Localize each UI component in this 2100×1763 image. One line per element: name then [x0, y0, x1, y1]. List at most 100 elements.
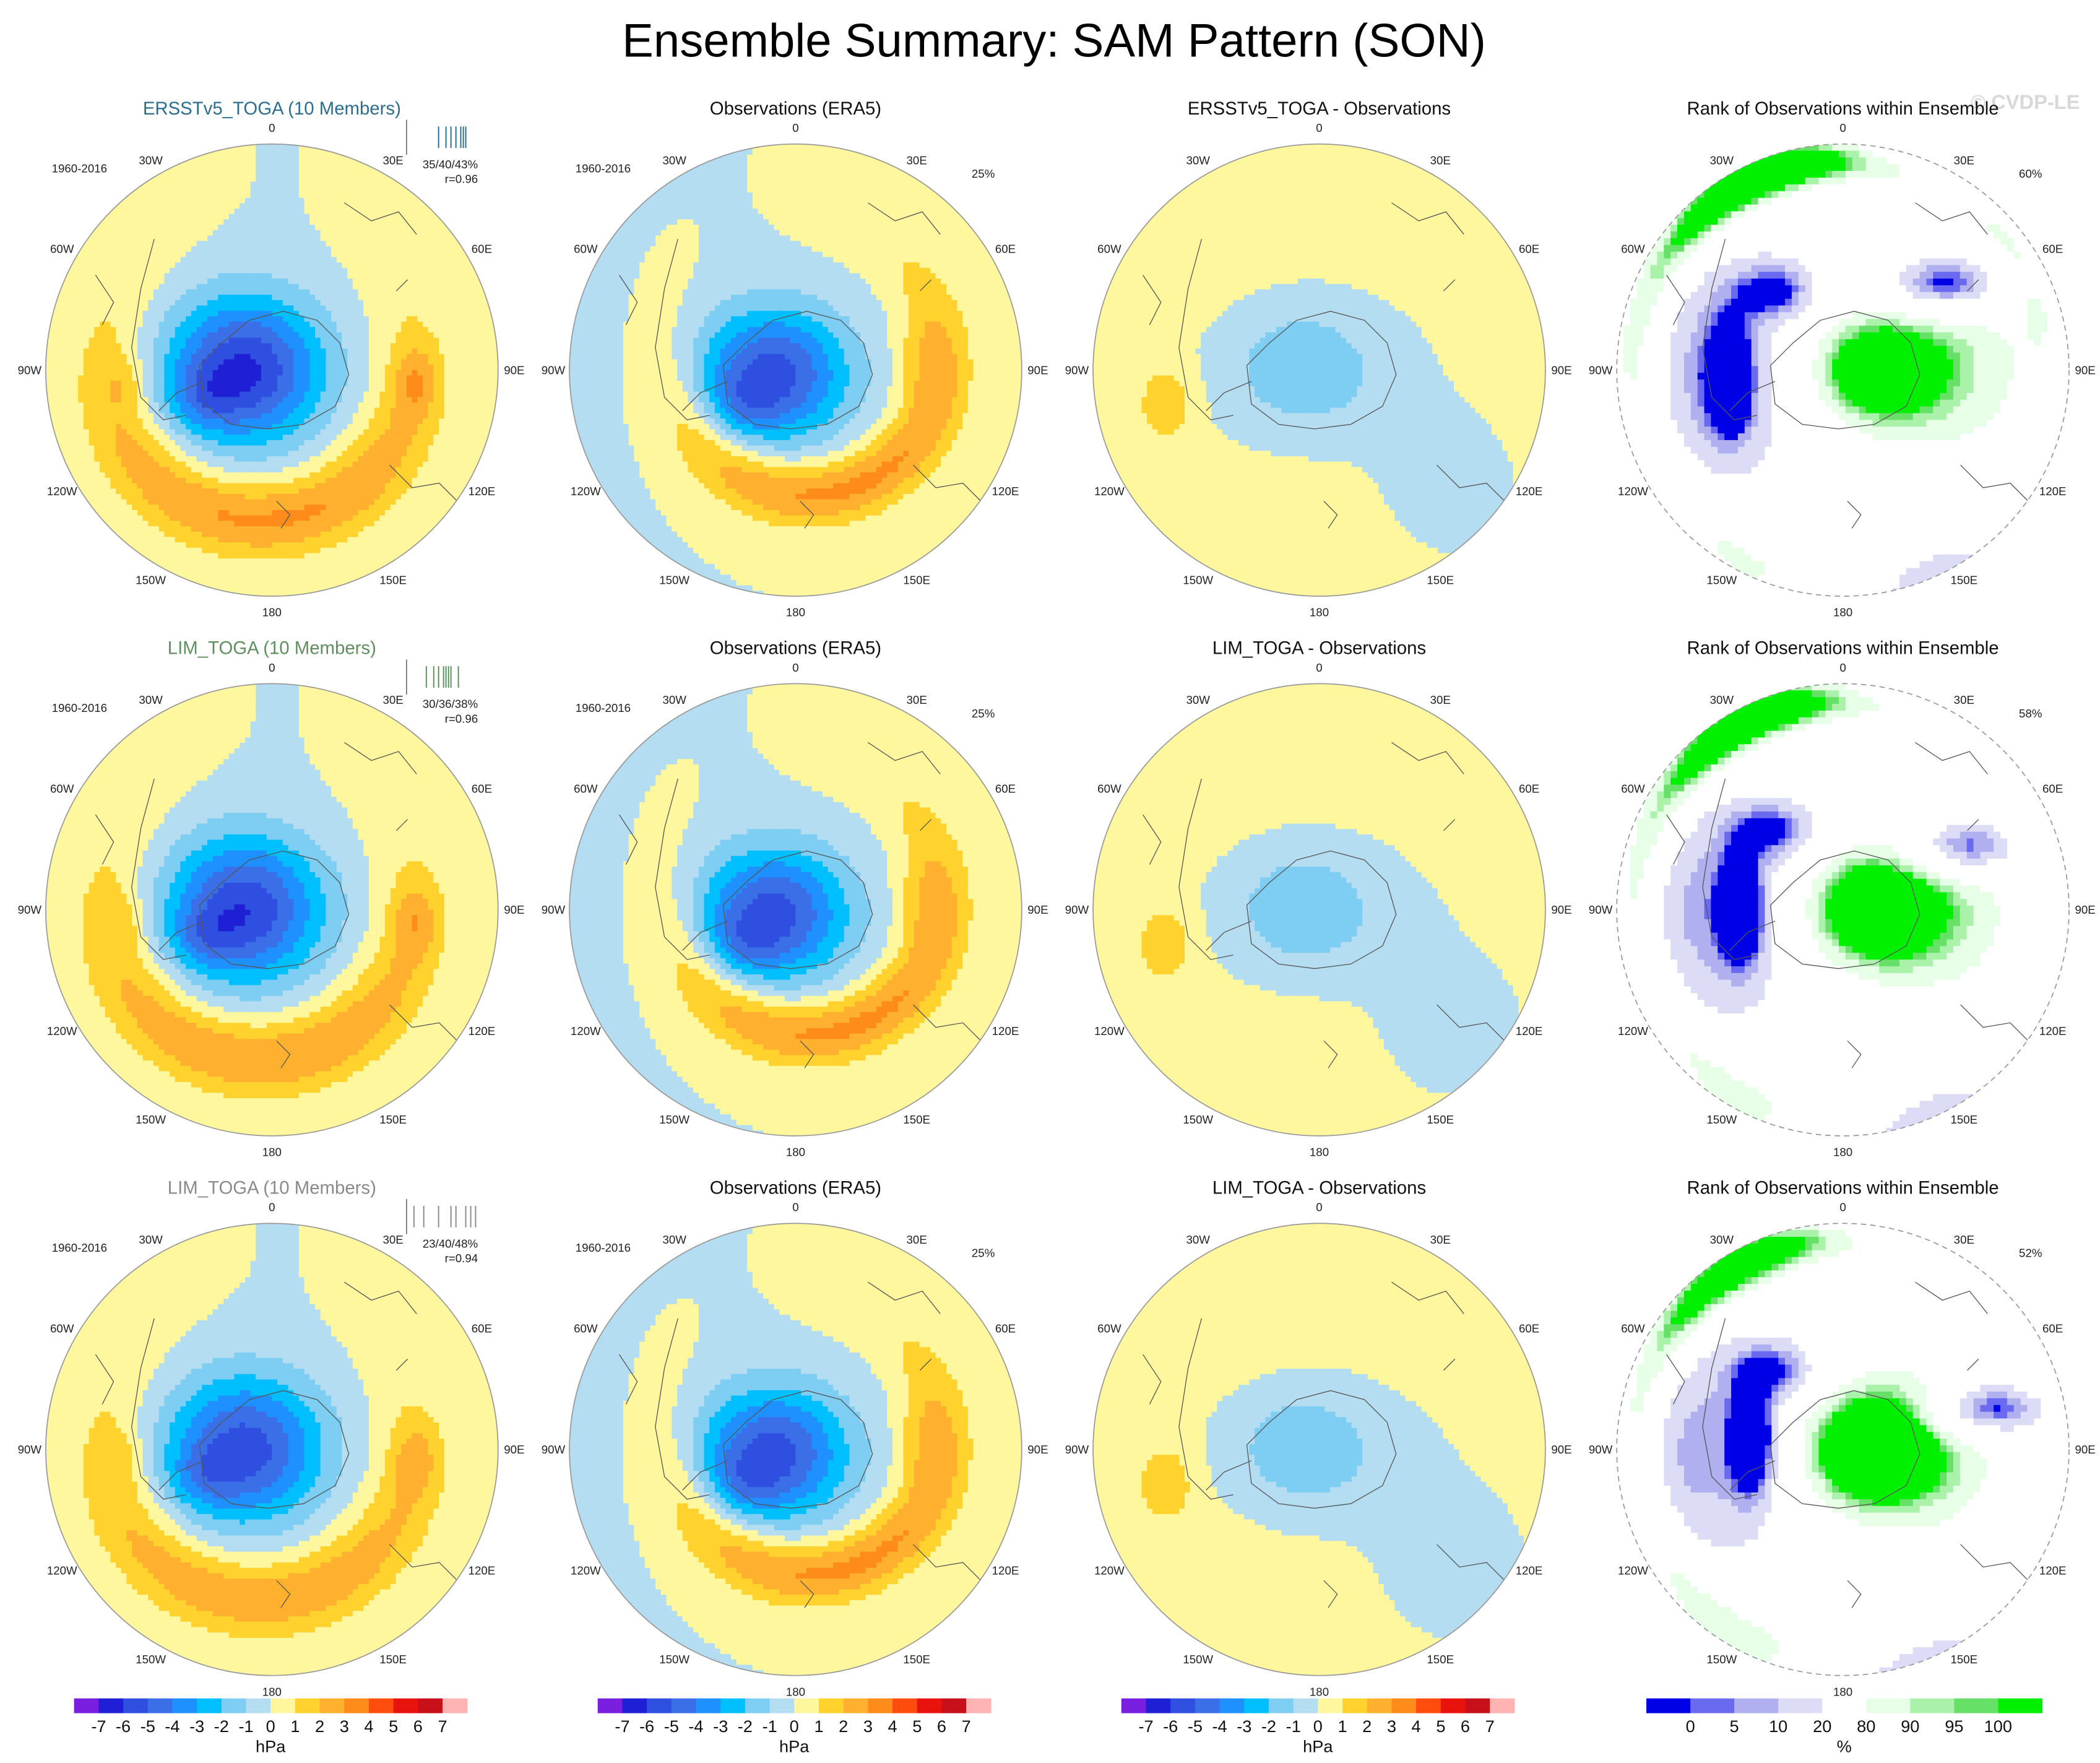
- longitude-label: 0: [792, 1201, 798, 1214]
- colorbar-swatch: [868, 1699, 892, 1713]
- longitude-label: 120E: [1516, 485, 1543, 498]
- colorbar-tick-label: 6: [937, 1717, 946, 1736]
- longitude-label: 30E: [907, 154, 927, 167]
- colorbar-tick-label: -5: [140, 1717, 155, 1736]
- map-panel-r3-c1: 030E60E90E120E150E180150W120W90W60W30WLI…: [18, 1177, 525, 1698]
- colorbar-swatch: [123, 1699, 148, 1713]
- map-panel-r1-c2: 030E60E90E120E150E180150W120W90W60W30WOb…: [542, 98, 1048, 619]
- longitude-label: 30E: [907, 1233, 927, 1246]
- figure-title: Ensemble Summary: SAM Pattern (SON): [622, 14, 1486, 67]
- longitude-label: 120W: [1094, 1024, 1125, 1037]
- colorbar-tick-label: 0: [790, 1717, 799, 1736]
- panel-title: Observations (ERA5): [710, 98, 881, 119]
- panel-grid: 030E60E90E120E150E180150W120W90W60W30WER…: [18, 98, 2096, 1698]
- colorbar-tick-label: -5: [664, 1717, 679, 1736]
- panel-title: Rank of Observations within Ensemble: [1687, 638, 1999, 659]
- longitude-label: 60W: [574, 782, 598, 795]
- colorbar-tick-label: -7: [1138, 1717, 1153, 1736]
- colorbar-swatch: [1318, 1699, 1342, 1713]
- period-label: 1960-2016: [52, 701, 107, 714]
- panel-title: LIM_TOGA - Observations: [1212, 1177, 1426, 1198]
- longitude-label: 180: [1310, 1146, 1329, 1159]
- longitude-label: 120W: [47, 1564, 77, 1577]
- colorbar-swatch: [148, 1699, 173, 1713]
- longitude-label: 90W: [542, 1443, 566, 1456]
- colorbar-tick-label: 3: [340, 1717, 349, 1736]
- colorbar-swatch: [74, 1699, 99, 1713]
- colorbar-tick-label: 6: [413, 1717, 423, 1736]
- colorbar-swatch: [1646, 1699, 1691, 1713]
- colorbar-swatch: [696, 1699, 720, 1713]
- period-label: 1960-2016: [576, 162, 631, 175]
- colorbar-unit-label: %: [1837, 1737, 1852, 1756]
- longitude-label: 150E: [379, 573, 407, 586]
- longitude-label: 30W: [1710, 693, 1734, 706]
- colorbar-swatch: [1220, 1699, 1245, 1713]
- longitude-label: 120E: [1516, 1024, 1543, 1037]
- explained-variance-label: 25%: [972, 167, 995, 180]
- colorbar-swatch: [720, 1699, 745, 1713]
- colorbar-unit-label: hPa: [256, 1737, 286, 1756]
- longitude-label: 60E: [995, 782, 1016, 795]
- colorbar-tick-label: 3: [1387, 1717, 1396, 1736]
- longitude-label: 180: [262, 606, 282, 619]
- longitude-label: 150E: [1950, 1653, 1977, 1666]
- map-field: [1093, 1223, 1546, 1676]
- colorbar-tick-label: -5: [1188, 1717, 1203, 1736]
- map-field: [569, 144, 1022, 597]
- longitude-label: 0: [1839, 121, 1846, 134]
- colorbar-swatch: [394, 1699, 418, 1713]
- longitude-label: 180: [1310, 1685, 1329, 1698]
- map-panel-r1-c1: 030E60E90E120E150E180150W120W90W60W30WER…: [18, 98, 525, 619]
- explained-variance-label: 58%: [2019, 707, 2042, 720]
- longitude-label: 150W: [1183, 573, 1213, 586]
- colorbar-swatch: [1910, 1699, 1955, 1713]
- longitude-label: 120W: [1094, 1564, 1125, 1577]
- colorbar-tick-label: 4: [364, 1717, 373, 1736]
- panel-title: Observations (ERA5): [710, 638, 881, 659]
- map-field: [1617, 144, 2075, 602]
- colorbar-tick-label: 0: [1686, 1717, 1695, 1736]
- longitude-label: 120W: [571, 1024, 601, 1037]
- colorbar-tick-label: 4: [888, 1717, 897, 1736]
- longitude-label: 150E: [1427, 1113, 1454, 1126]
- colorbar-tick-label: -2: [1261, 1717, 1276, 1736]
- colorbar-tick-label: 7: [438, 1717, 447, 1736]
- longitude-label: 0: [269, 661, 275, 674]
- colorbar-tick-label: 95: [1945, 1717, 1963, 1736]
- colorbar-tick-label: -3: [189, 1717, 204, 1736]
- longitude-label: 30W: [662, 693, 686, 706]
- map-field: [1093, 144, 1546, 597]
- longitude-label: 150W: [659, 1653, 689, 1666]
- longitude-label: 150W: [136, 1653, 166, 1666]
- longitude-label: 180: [262, 1685, 282, 1698]
- longitude-label: 180: [1833, 1685, 1852, 1698]
- longitude-label: 150E: [1427, 1653, 1454, 1666]
- longitude-label: 30E: [382, 1233, 403, 1246]
- longitude-label: 60W: [1097, 243, 1121, 256]
- longitude-label: 90W: [542, 903, 566, 916]
- map-field: [569, 1223, 1022, 1676]
- colorbar-tick-label: -1: [239, 1717, 254, 1736]
- colorbar-swatch: [197, 1699, 222, 1713]
- map-panel-r2-c2: 030E60E90E120E150E180150W120W90W60W30WOb…: [542, 638, 1048, 1159]
- colorbar-tick-label: 5: [1729, 1717, 1739, 1736]
- colorbar-swatch: [941, 1699, 966, 1713]
- longitude-label: 180: [786, 1685, 805, 1698]
- longitude-label: 180: [1310, 606, 1329, 619]
- colorbar-swatch: [1269, 1699, 1294, 1713]
- longitude-label: 150W: [1706, 573, 1737, 586]
- colorbar-swatch: [647, 1699, 672, 1713]
- longitude-label: 120W: [1618, 1024, 1648, 1037]
- panel-title: Rank of Observations within Ensemble: [1687, 98, 1999, 119]
- colorbar-unit-label: hPa: [1303, 1737, 1333, 1756]
- longitude-label: 60W: [1621, 243, 1645, 256]
- longitude-label: 60W: [50, 1322, 74, 1335]
- longitude-label: 90E: [1551, 903, 1571, 916]
- explained-variance-label: 25%: [972, 707, 995, 720]
- map-field: [569, 683, 1022, 1137]
- longitude-label: 30E: [382, 693, 403, 706]
- longitude-label: 60E: [2042, 782, 2063, 795]
